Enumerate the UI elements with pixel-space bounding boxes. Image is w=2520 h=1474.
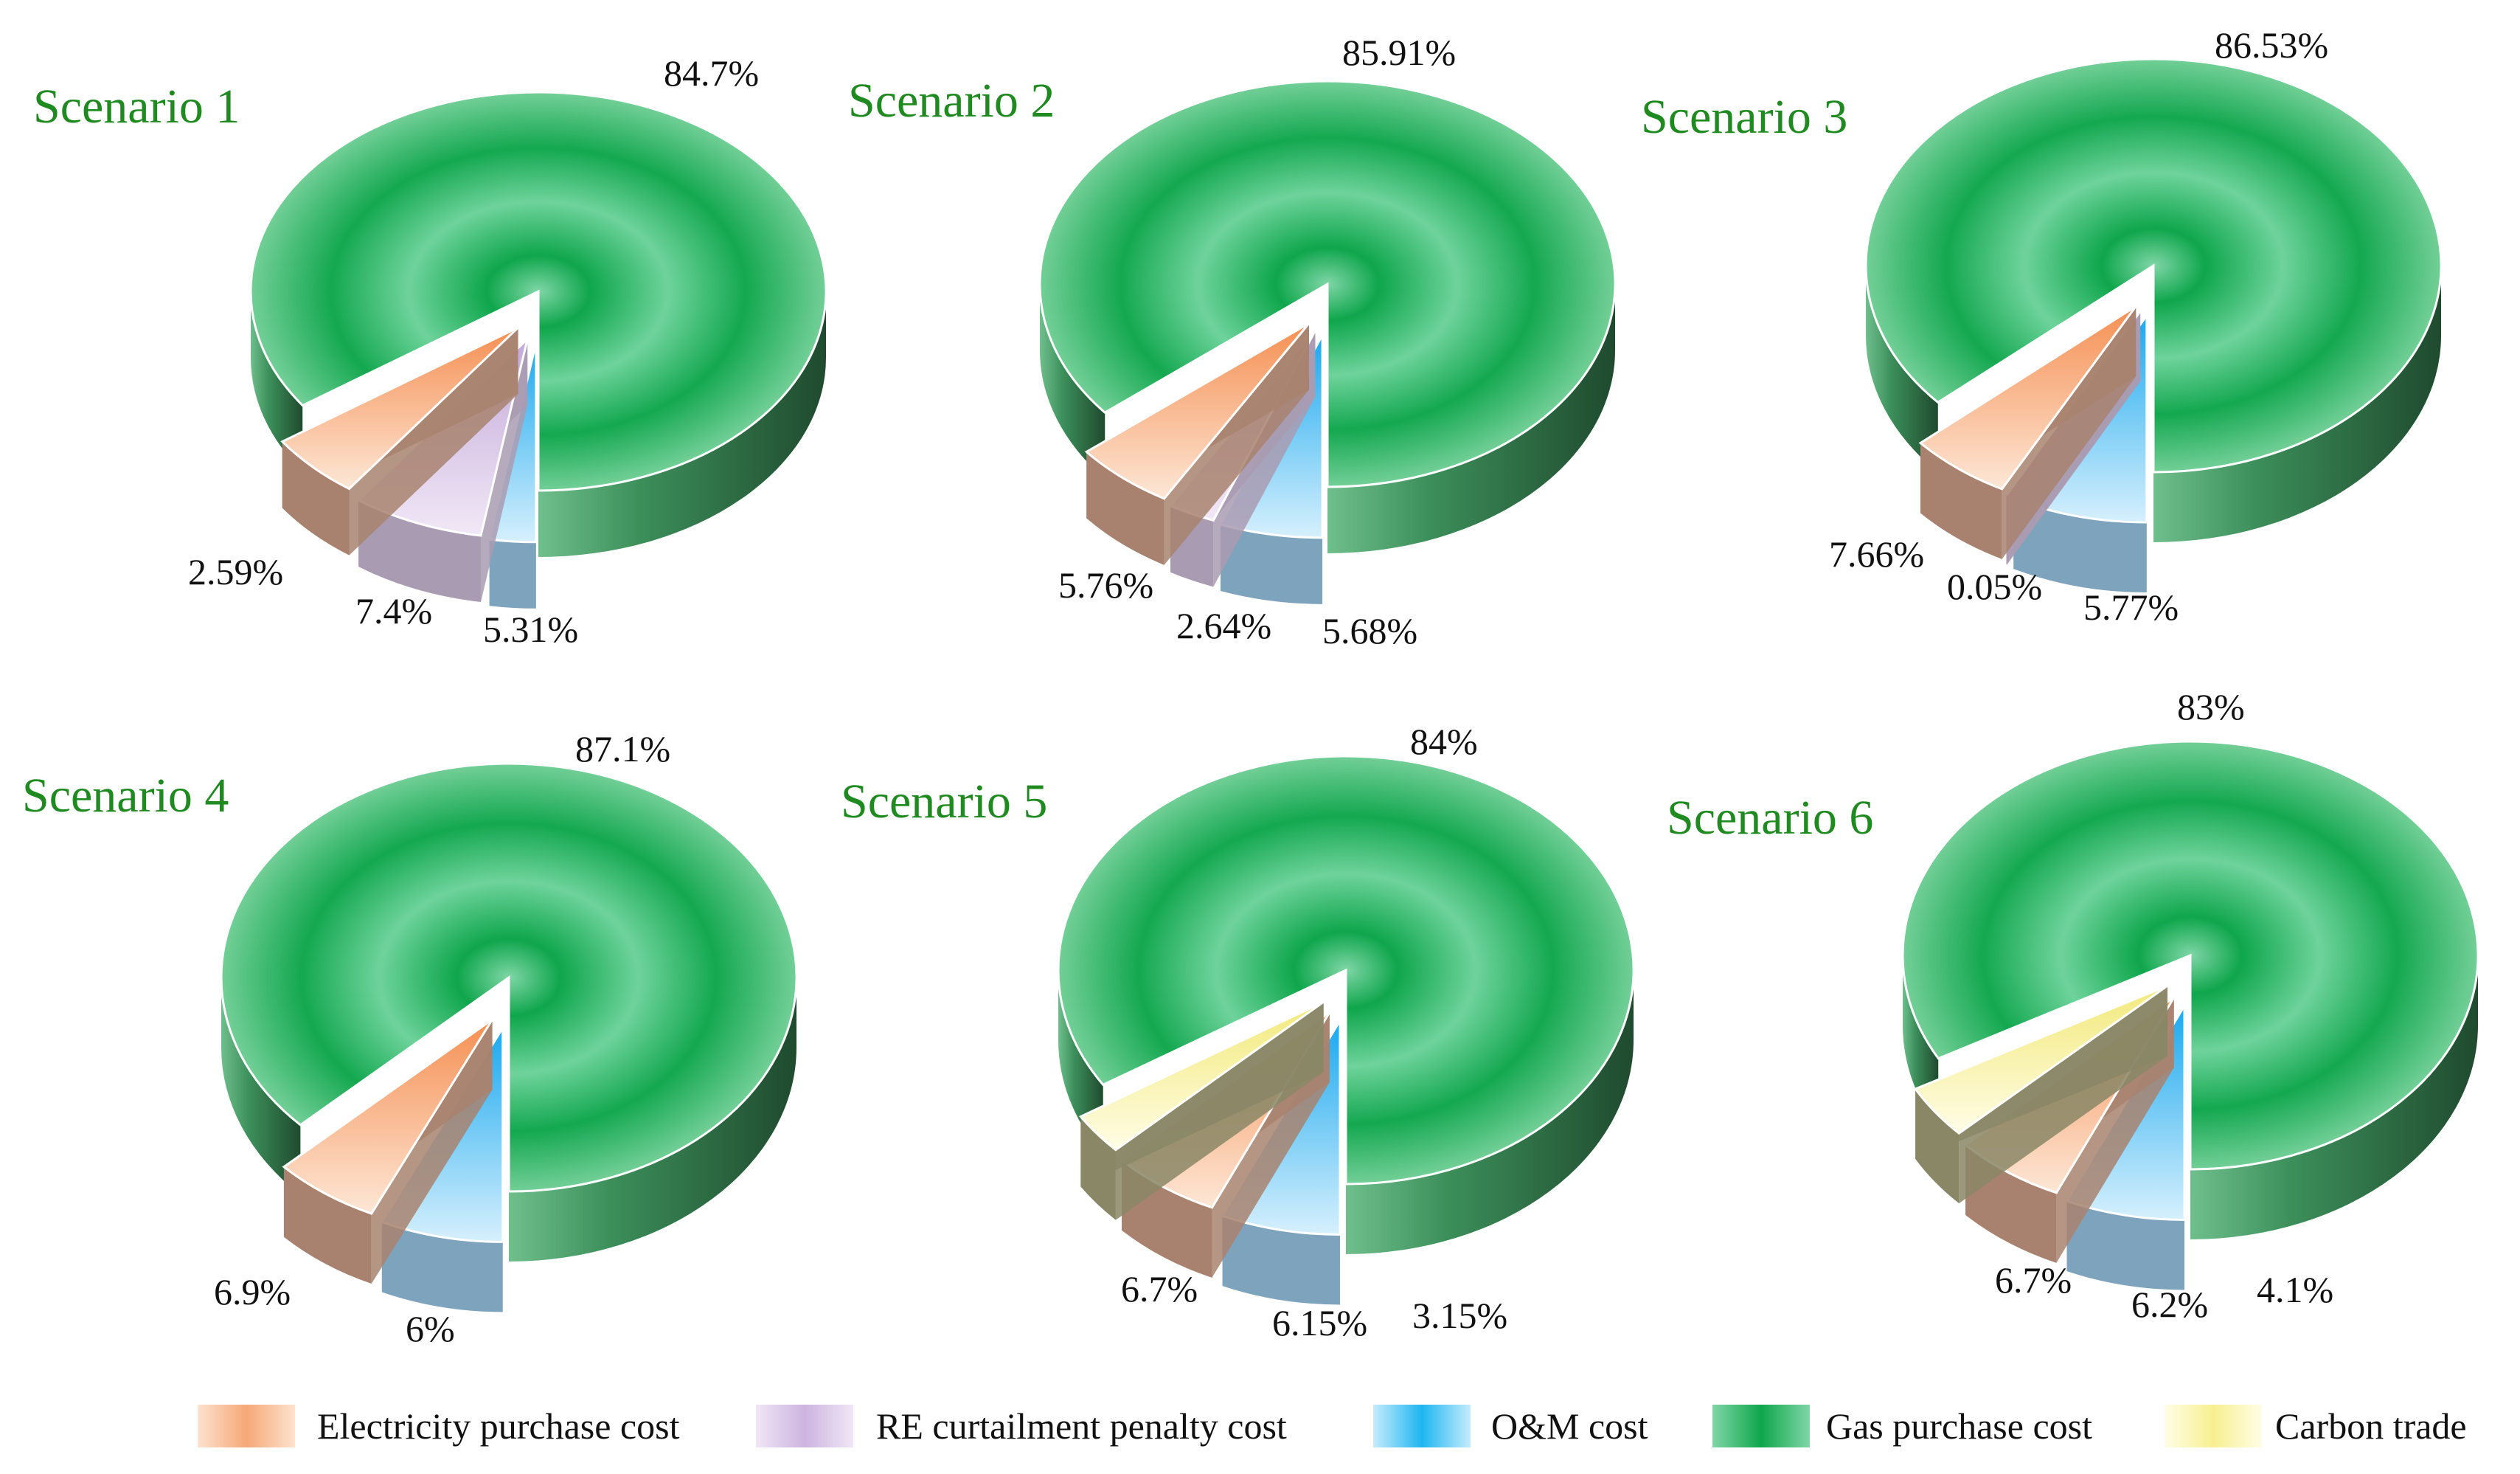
scenario-5-elec-pct: 6.15% <box>1272 1302 1367 1343</box>
scenario-1-om-pct: 2.59% <box>188 551 283 592</box>
scenario-4-slice-gas-purchase-cost <box>220 762 798 1193</box>
scenario-5-slice-om-cost-side <box>1222 1216 1340 1305</box>
scenario-1-slice-gas-purchase-cost-side-1 <box>538 291 826 557</box>
scenario-5-title: Scenario 5 <box>841 775 1047 828</box>
scenario-3-re-pct: 0.05% <box>1947 566 2042 607</box>
scenario-6-slice-om-cost-side <box>2066 1201 2184 1290</box>
scenario-4-om-pct: 6.9% <box>214 1271 291 1312</box>
scenario-3-gas-pct: 86.53% <box>2215 24 2328 66</box>
scenario-5-gas-pct: 84% <box>1410 721 1478 762</box>
scenario-4-slice-gas-purchase-cost-side-1 <box>509 978 796 1262</box>
scenario-6-slice-carbon-trade <box>1913 984 2168 1135</box>
scenario-1-gas-pct: 84.7% <box>664 52 759 94</box>
legend-swatch-gas <box>1712 1405 1810 1447</box>
scenario-3-title: Scenario 3 <box>1641 90 1847 144</box>
scenario-5-slice-carbon-trade <box>1078 1000 1325 1152</box>
scenario-3-slice-electricity-purchase-cost <box>1918 305 2137 491</box>
scenario-1-slice-electricity-purchase-cost <box>280 326 519 491</box>
scenario-6-title: Scenario 6 <box>1667 791 1873 845</box>
scenario-6-carbon-pct: 4.1% <box>2257 1269 2333 1310</box>
scenario-1-slice-gas-purchase-cost <box>249 91 827 492</box>
legend-label-om: O&M cost <box>1491 1405 1648 1447</box>
legend-swatch-carbon <box>2165 1405 2262 1447</box>
scenario-1-re-pct: 7.4% <box>355 590 432 632</box>
scenario-4-slice-electricity-purchase-cost <box>282 1018 493 1215</box>
scenario-5-slice-gas-purchase-cost-side <box>1058 970 1103 1155</box>
scenario-1-pie <box>249 91 827 609</box>
scenario-2-slice-electricity-purchase-cost <box>1084 322 1311 500</box>
scenario-4-gas-pct: 87.1% <box>575 728 670 769</box>
scenario-2-slice-gas-purchase-cost-side <box>1040 284 1105 480</box>
scenario-2-slice-gas-purchase-cost <box>1038 80 1617 488</box>
legend-swatch-re-curtailment <box>756 1405 853 1447</box>
scenario-6-elec-pct: 6.2% <box>2131 1284 2208 1325</box>
legend-label-electricity: Electricity purchase cost <box>317 1405 680 1447</box>
scenario-3-om-pct: 7.66% <box>1829 533 1924 575</box>
scenario-1-slice-gas-purchase-cost-side <box>251 291 303 472</box>
scenario-3-slice-gas-purchase-cost <box>1864 58 2443 474</box>
legend-label-carbon: Carbon trade <box>2275 1405 2467 1447</box>
scenario-3-pie <box>1864 58 2443 592</box>
scenario-6-om-pct: 6.7% <box>1995 1259 2072 1301</box>
scenario-5-slice-gas-purchase-cost-side-1 <box>1346 970 1634 1254</box>
scenario-2-slice-gas-purchase-cost-side-1 <box>1327 284 1615 553</box>
scenario-5-slice-gas-purchase-cost <box>1057 755 1635 1186</box>
legend-swatch-om <box>1373 1405 1471 1447</box>
scenario-1-slice-om-cost-side <box>489 539 536 609</box>
scenario-2-gas-pct: 85.91% <box>1342 32 1456 73</box>
scenario-1-elec-pct: 5.31% <box>483 609 578 650</box>
scenario-3-slice-gas-purchase-cost-side-1 <box>2153 266 2441 542</box>
scenario-2-slice-om-cost-side <box>1220 525 1323 604</box>
scenario-6-gas-pct: 83% <box>2177 686 2245 727</box>
scenario-2-pie <box>1038 80 1617 604</box>
scenario-2-re-pct: 2.64% <box>1176 605 1271 646</box>
scenario-5-slice-carbon-trade-face-1 <box>1080 1002 1324 1187</box>
scenario-6-pie <box>1901 740 2479 1290</box>
scenario-5-pie <box>1057 755 1635 1305</box>
legend-label-gas: Gas purchase cost <box>1826 1405 2092 1447</box>
scenario-2-om-pct: 5.76% <box>1058 564 1153 606</box>
scenario-5-om-pct: 6.7% <box>1121 1268 1198 1309</box>
legend-swatch-electricity <box>198 1405 295 1447</box>
legend-label-re-curtailment: RE curtailment penalty cost <box>876 1405 1287 1447</box>
legend: Electricity purchase cost RE curtailment… <box>198 1405 2467 1447</box>
scenario-2-title: Scenario 2 <box>848 74 1055 128</box>
scenario-3-elec-pct: 5.77% <box>2083 587 2179 628</box>
scenario-2-elec-pct: 5.68% <box>1322 610 1417 651</box>
scenario-6-slice-gas-purchase-cost-side-1 <box>2190 955 2478 1239</box>
scenario-4-elec-pct: 6% <box>406 1308 455 1349</box>
scenario-4-title: Scenario 4 <box>22 769 229 823</box>
scenario-3-slice-gas-purchase-cost-side <box>1866 266 1938 473</box>
scenario-4-slice-om-cost-side <box>381 1222 503 1312</box>
scenario-5-carbon-pct: 3.15% <box>1412 1295 1507 1336</box>
scenario-4-pie <box>220 762 798 1312</box>
scenario-6-slice-gas-purchase-cost <box>1901 740 2479 1171</box>
scenario-1-title: Scenario 1 <box>33 80 240 134</box>
